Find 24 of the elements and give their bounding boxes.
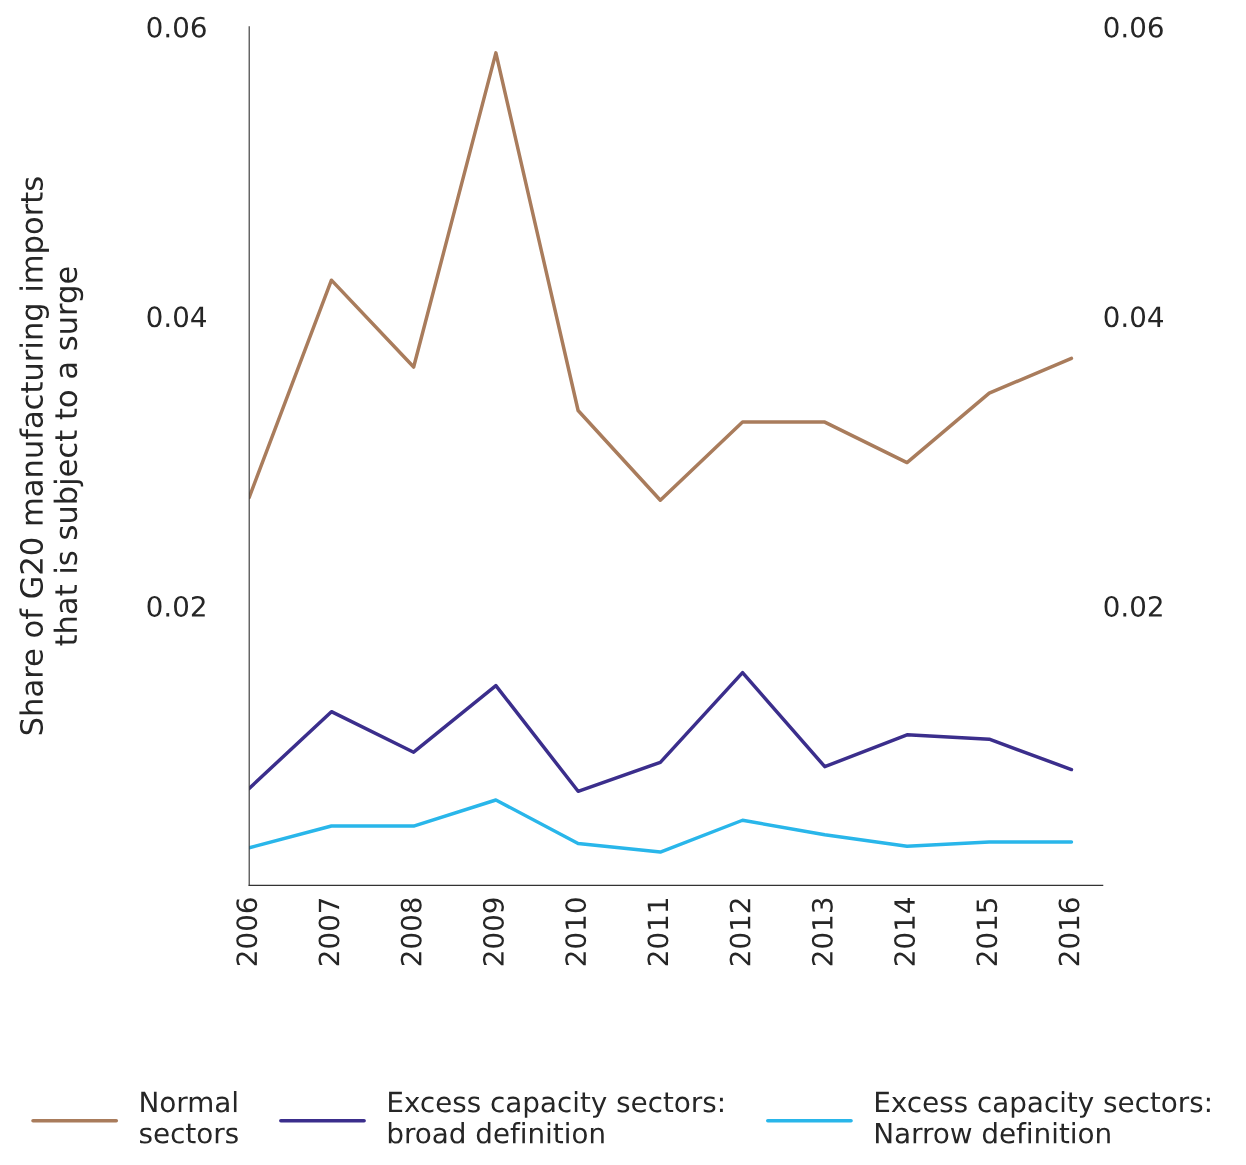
line-series — [249, 798, 1074, 854]
x-tick-label: 2010 — [565, 898, 587, 966]
x-tick-label: 2015 — [976, 898, 998, 966]
x-tick-label: 2016 — [1058, 898, 1080, 966]
x-tick-label: 2006 — [236, 898, 258, 966]
x-tick-label: 2007 — [318, 898, 340, 966]
legend-label: Normal sectors — [140, 1090, 238, 1144]
line-series — [249, 670, 1074, 794]
y-axis-title: Share of G20 manufacturing imports that is subject to a surge — [19, 177, 84, 735]
y2-tick-label: 0.02 — [1104, 595, 1162, 617]
x-tick-label: 2011 — [647, 899, 669, 966]
x-tick-label: 2014 — [894, 898, 916, 966]
legend-label: Excess capacity sectors: broad definition — [388, 1090, 723, 1144]
y-tick-label: 0.06 — [147, 16, 206, 38]
x-tick-label: 2008 — [400, 898, 422, 966]
y-tick-label: 0.02 — [147, 595, 205, 617]
y2-tick-label: 0.04 — [1104, 306, 1163, 328]
x-tick-label: 2012 — [729, 899, 751, 966]
legend-label: Excess capacity sectors: Narrow definition — [876, 1090, 1210, 1144]
x-tick-label: 2009 — [482, 898, 504, 966]
y-tick-label: 0.04 — [147, 306, 206, 328]
line-series — [249, 51, 1074, 502]
y2-tick-label: 0.06 — [1104, 16, 1163, 38]
x-tick-label: 2013 — [811, 898, 833, 966]
